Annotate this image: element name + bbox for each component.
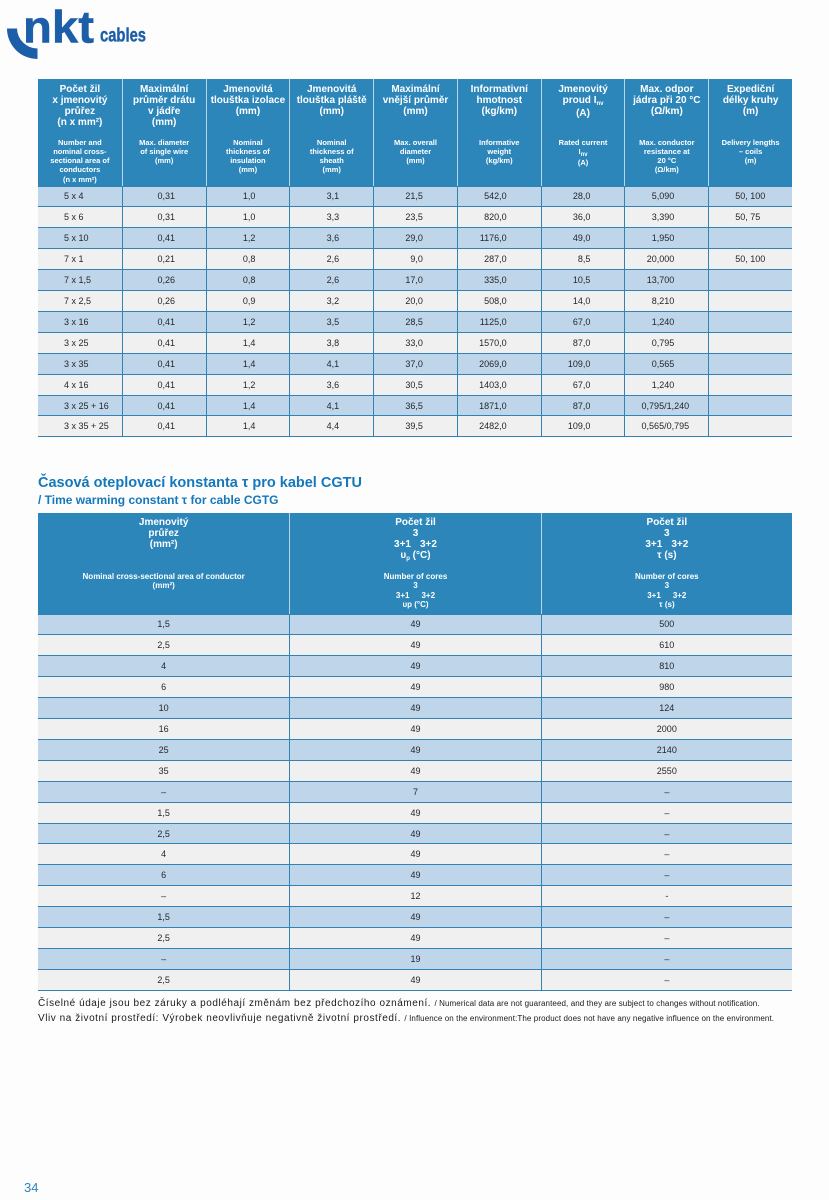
svg-text:cables: cables xyxy=(100,26,146,47)
svg-text:nkt: nkt xyxy=(23,2,94,53)
